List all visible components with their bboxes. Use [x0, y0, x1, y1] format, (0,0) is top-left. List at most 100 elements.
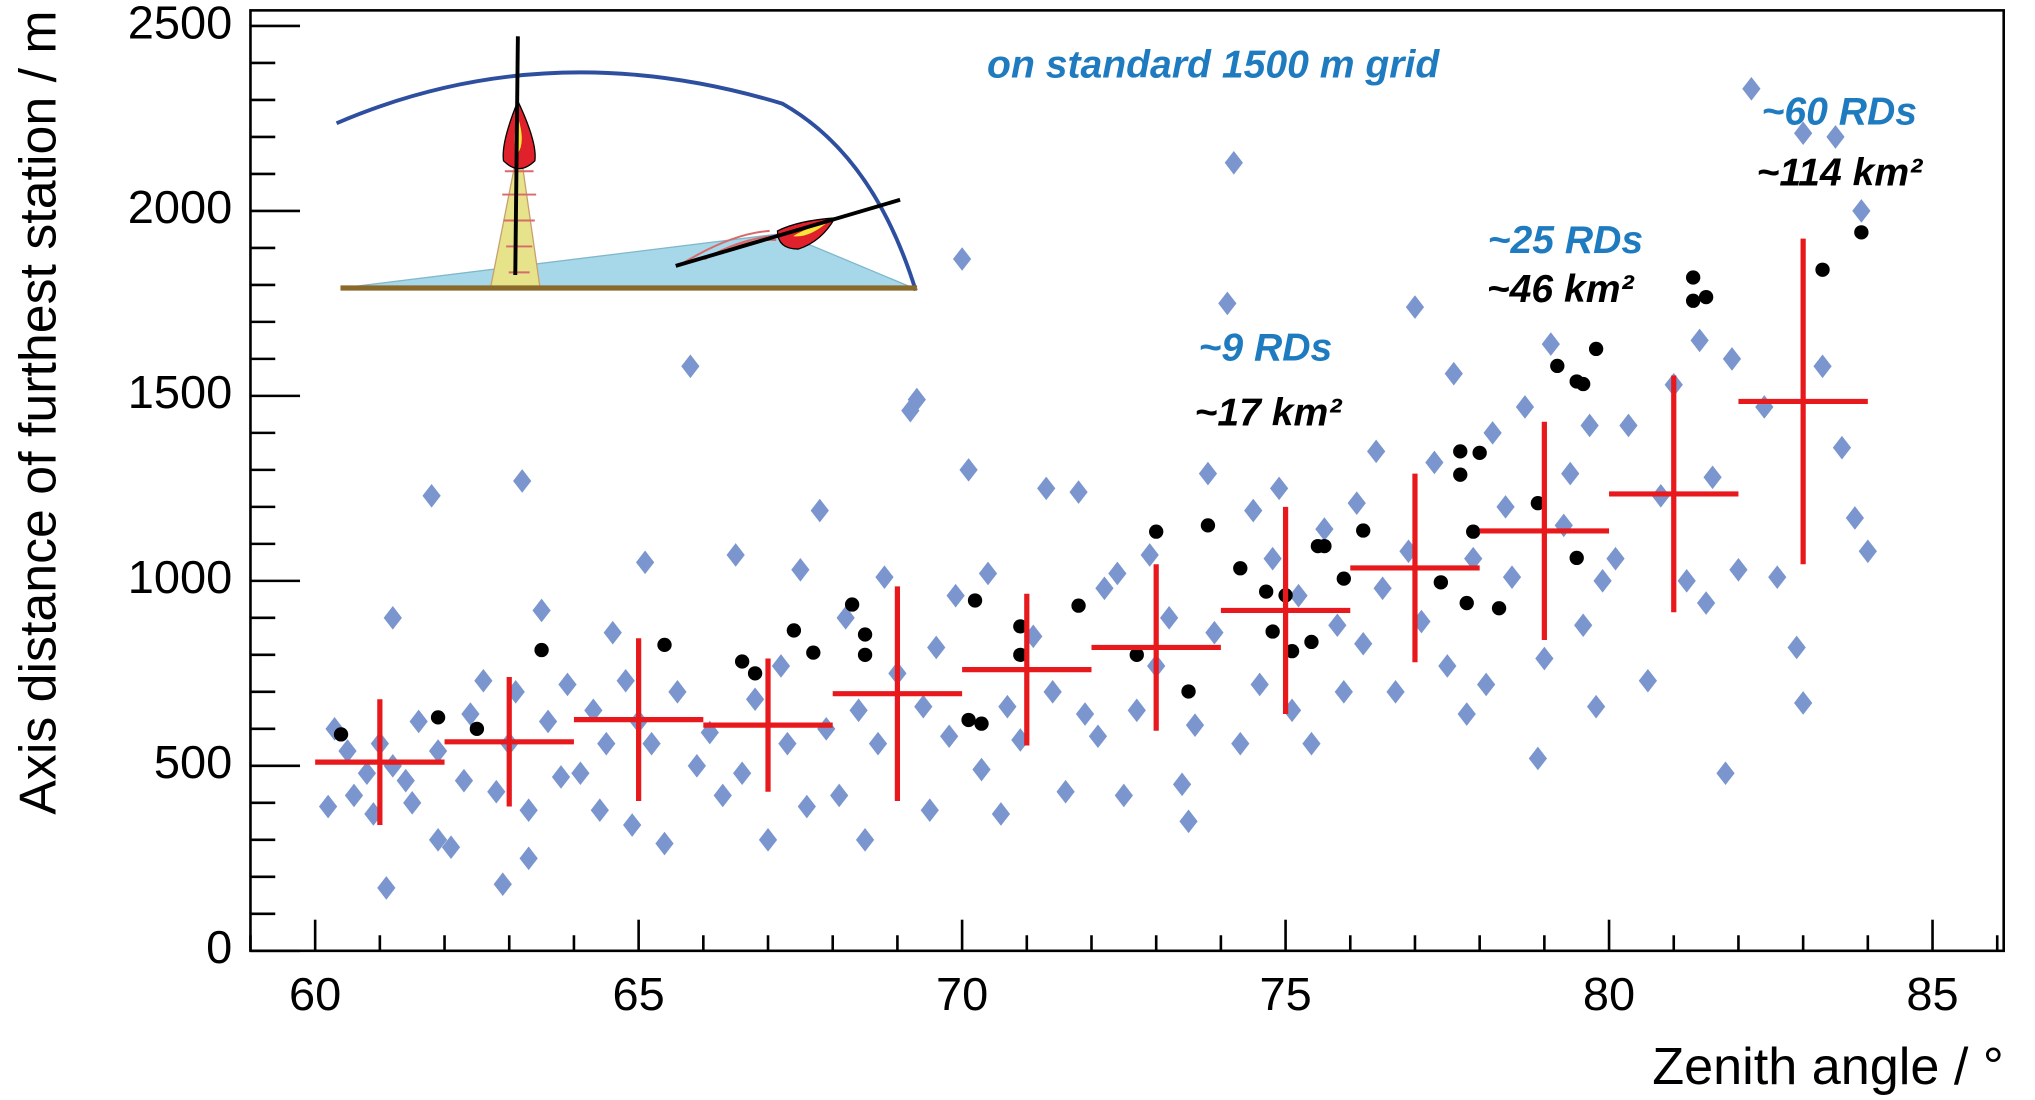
diamond-point — [409, 709, 428, 734]
dot-point — [1304, 634, 1319, 650]
diamond-point — [1159, 606, 1179, 630]
diamond-point — [726, 543, 745, 567]
diamond-point — [972, 757, 991, 782]
diamond-point — [1535, 646, 1554, 671]
dot-point — [1013, 647, 1028, 662]
diamond-point — [1185, 713, 1205, 737]
annotation: ~9 RDs — [1198, 327, 1332, 370]
diamond-point — [616, 668, 635, 693]
diamond-point — [758, 828, 778, 852]
diamond-point — [1574, 613, 1593, 638]
dot-point — [1317, 538, 1332, 554]
diamond-point — [1347, 491, 1366, 515]
diamond-point — [1787, 635, 1806, 660]
diamond-point — [668, 680, 687, 704]
diamond-point — [1205, 620, 1224, 645]
diamond-point — [493, 872, 512, 897]
diamond-point — [797, 794, 816, 819]
x-tick-label: 70 — [936, 968, 988, 1020]
dot-point — [1685, 270, 1701, 285]
diamond-point — [1367, 439, 1386, 464]
diamond-point — [1794, 121, 1813, 146]
dot-point — [1258, 584, 1274, 599]
dot-point — [1149, 524, 1164, 539]
x-tick-label: 80 — [1583, 968, 1635, 1020]
diamond-point — [519, 798, 538, 823]
diamond-point — [1716, 761, 1735, 786]
diamond-point — [868, 731, 888, 756]
dot-point — [1233, 561, 1248, 576]
diamond-point — [1477, 672, 1496, 697]
diamond-point — [1541, 332, 1560, 356]
diamond-point — [1328, 613, 1347, 638]
dot-point — [1181, 684, 1196, 699]
diamond-point — [558, 672, 577, 697]
annotation: ~60 RDs — [1762, 91, 1918, 134]
dot-point — [844, 597, 860, 612]
inset-fronts-vertical — [502, 170, 537, 274]
diamond-point — [778, 731, 797, 756]
diamond-point — [875, 565, 894, 589]
diamond-point — [998, 694, 1017, 719]
diamond-point — [1619, 413, 1638, 438]
diamond-point — [635, 550, 655, 575]
diamond-point — [1354, 631, 1373, 656]
dot-point — [734, 654, 750, 669]
diamond-point — [1095, 576, 1114, 601]
diamond-point — [1231, 731, 1250, 756]
diamond-point — [403, 791, 422, 815]
annotation: on standard 1500 m grid — [987, 44, 1440, 87]
diamond-point — [1813, 354, 1832, 379]
diamond-point — [1218, 291, 1237, 316]
diamond-point — [1755, 395, 1774, 419]
x-axis-title: Zenith angle / ° — [1652, 1038, 2003, 1096]
diamond-point — [590, 798, 609, 823]
diamond-point — [1108, 561, 1127, 586]
diamond-point — [1037, 476, 1056, 501]
diamond-point — [1852, 199, 1871, 223]
diamond-point — [1832, 435, 1852, 460]
diamond-point — [978, 561, 998, 586]
diamond-point — [940, 724, 959, 749]
dot-point — [1459, 595, 1474, 611]
dot-point — [857, 627, 873, 642]
dot-point — [786, 623, 802, 638]
diamond-point — [745, 687, 765, 712]
diamond-point — [1794, 691, 1813, 715]
diamond-point — [681, 354, 700, 379]
y-tick-label: 1500 — [128, 366, 232, 418]
dot-point — [1530, 496, 1546, 511]
dot-point — [1071, 598, 1086, 613]
diamond-point — [1405, 295, 1425, 319]
diamond-point — [1515, 395, 1535, 419]
dot-point — [1129, 647, 1144, 662]
diamond-point — [1224, 150, 1243, 175]
diamond-point — [1250, 672, 1269, 697]
diamond-point — [1069, 480, 1088, 504]
inset-axis-vertical — [513, 36, 520, 276]
diamond-point — [1528, 746, 1548, 771]
diamond-point — [1554, 513, 1573, 538]
diamond-point — [1858, 539, 1877, 564]
x-tick-label: 85 — [1906, 968, 1958, 1020]
diamond-point — [1244, 498, 1263, 523]
dot-point — [1685, 293, 1701, 308]
diamond-point — [623, 813, 642, 837]
diamond-point — [487, 779, 506, 804]
diamond-point — [1315, 517, 1334, 541]
diamond-point — [1269, 476, 1289, 501]
diamond-point — [855, 828, 875, 852]
diamond-point — [551, 765, 571, 789]
x-tick-label: 60 — [289, 968, 341, 1020]
diamond-point — [1483, 421, 1502, 445]
x-tick-label: 75 — [1259, 968, 1311, 1020]
annotation: ~114 km² — [1756, 151, 1923, 194]
dot-point — [1491, 601, 1507, 616]
diamond-point — [383, 754, 402, 778]
dot-point — [1472, 445, 1487, 460]
diamond-point — [1703, 465, 1722, 490]
dot-point — [806, 645, 821, 660]
diamond-point — [454, 768, 474, 793]
